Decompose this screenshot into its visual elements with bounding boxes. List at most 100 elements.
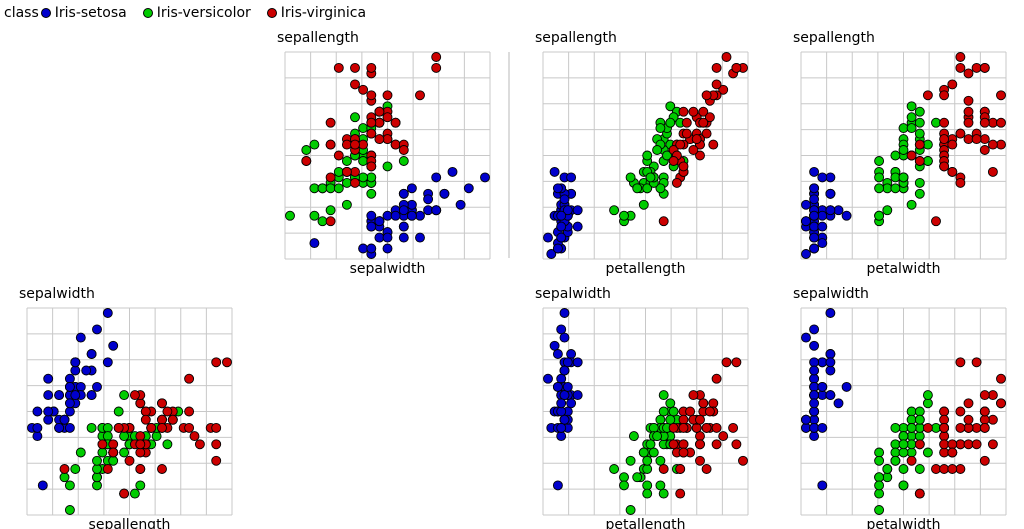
point-iris-virginica (955, 422, 966, 433)
point-iris-virginica (135, 431, 146, 442)
point-iris-setosa (406, 183, 417, 194)
point-iris-versicolor (914, 128, 925, 139)
point-iris-versicolor (898, 439, 909, 450)
point-iris-virginica (939, 117, 950, 128)
point-iris-versicolor (642, 455, 653, 466)
point-iris-virginica (963, 398, 974, 409)
point-iris-virginica (431, 62, 442, 73)
point-iris-virginica (135, 398, 146, 409)
scatter-panel-6: sepalwidth petalwidth (793, 286, 1007, 529)
point-iris-setosa (562, 357, 573, 368)
point-iris-setosa (825, 172, 836, 183)
point-iris-setosa (556, 373, 567, 384)
legend-swatch-versicolor (142, 8, 153, 18)
point-iris-setosa (32, 406, 43, 417)
point-iris-versicolor (632, 183, 643, 194)
point-iris-versicolor (317, 216, 328, 227)
point-iris-virginica (979, 406, 990, 417)
point-iris-virginica (906, 455, 917, 466)
point-iris-versicolor (922, 447, 933, 458)
point-iris-virginica (695, 414, 705, 425)
point-iris-versicolor (398, 156, 409, 166)
point-iris-versicolor (665, 414, 676, 425)
point-iris-setosa (398, 232, 409, 243)
point-iris-setosa (358, 243, 369, 254)
point-iris-virginica (711, 79, 722, 90)
point-iris-versicolor (665, 398, 676, 409)
point-iris-versicolor (906, 101, 917, 112)
point-iris-versicolor (119, 431, 130, 442)
x-axis-title: sepallength (89, 517, 171, 529)
point-iris-virginica (415, 90, 425, 101)
point-iris-setosa (43, 406, 54, 417)
point-iris-versicolor (874, 172, 885, 183)
point-iris-versicolor (358, 123, 369, 134)
point-iris-virginica (325, 172, 336, 183)
point-iris-virginica (718, 431, 729, 442)
point-iris-virginica (987, 439, 998, 450)
point-iris-setosa (70, 357, 81, 368)
point-iris-virginica (691, 422, 702, 433)
point-iris-setosa (75, 332, 86, 343)
point-iris-setosa (809, 365, 820, 376)
point-iris-setosa (398, 205, 409, 216)
point-iris-virginica (140, 406, 151, 417)
point-iris-versicolor (59, 472, 70, 483)
point-iris-setosa (809, 166, 820, 177)
point-iris-setosa (841, 381, 852, 392)
point-iris-versicolor (898, 172, 909, 183)
point-iris-setosa (559, 414, 570, 425)
point-iris-virginica (939, 161, 950, 172)
point-iris-virginica (350, 62, 360, 73)
point-iris-setosa (572, 357, 583, 368)
point-iris-virginica (146, 422, 157, 433)
point-iris-versicolor (662, 150, 672, 161)
point-iris-setosa (809, 340, 820, 351)
point-iris-virginica (955, 357, 966, 368)
point-iris-virginica (711, 373, 722, 384)
point-iris-virginica (184, 422, 195, 433)
point-iris-virginica (668, 422, 679, 433)
point-iris-setosa (566, 349, 577, 359)
point-iris-setosa (562, 381, 573, 392)
point-iris-virginica (108, 447, 119, 458)
point-iris-versicolor (655, 123, 666, 134)
point-iris-versicolor (609, 464, 620, 474)
point-iris-setosa (809, 381, 820, 392)
point-iris-virginica (931, 216, 941, 227)
point-iris-versicolor (906, 199, 917, 210)
point-iris-virginica (728, 422, 739, 433)
y-axis-title: sepalwidth (19, 286, 95, 302)
point-iris-versicolor (882, 183, 893, 194)
point-iris-setosa (480, 172, 490, 183)
point-iris-versicolor (645, 172, 656, 183)
y-axis-title: sepalwidth (535, 286, 611, 302)
x-axis-title: sepalwidth (350, 261, 426, 277)
point-iris-virginica (979, 134, 990, 145)
point-iris-virginica (59, 464, 70, 474)
point-iris-setosa (817, 381, 828, 392)
point-iris-virginica (939, 406, 950, 417)
point-iris-setosa (817, 221, 828, 232)
point-iris-versicolor (914, 464, 925, 474)
point-iris-versicolor (642, 480, 653, 491)
point-iris-versicolor (906, 123, 917, 134)
point-iris-virginica (135, 439, 146, 450)
point-iris-versicolor (642, 464, 653, 474)
scatter-panel-4: sepalwidth sepallength (19, 286, 233, 529)
point-iris-setosa (809, 194, 820, 205)
point-iris-versicolor (914, 117, 925, 128)
point-iris-setosa (92, 324, 102, 335)
point-iris-versicolor (642, 150, 653, 161)
point-iris-versicolor (648, 422, 659, 433)
point-iris-virginica (711, 439, 722, 450)
legend-swatch-setosa (40, 8, 51, 18)
point-iris-setosa (559, 332, 570, 343)
point-iris-versicolor (898, 480, 909, 491)
point-iris-setosa (54, 422, 65, 433)
point-iris-versicolor (874, 488, 885, 499)
point-iris-versicolor (642, 488, 653, 499)
point-iris-versicolor (874, 472, 885, 483)
point-iris-virginica (119, 488, 130, 499)
